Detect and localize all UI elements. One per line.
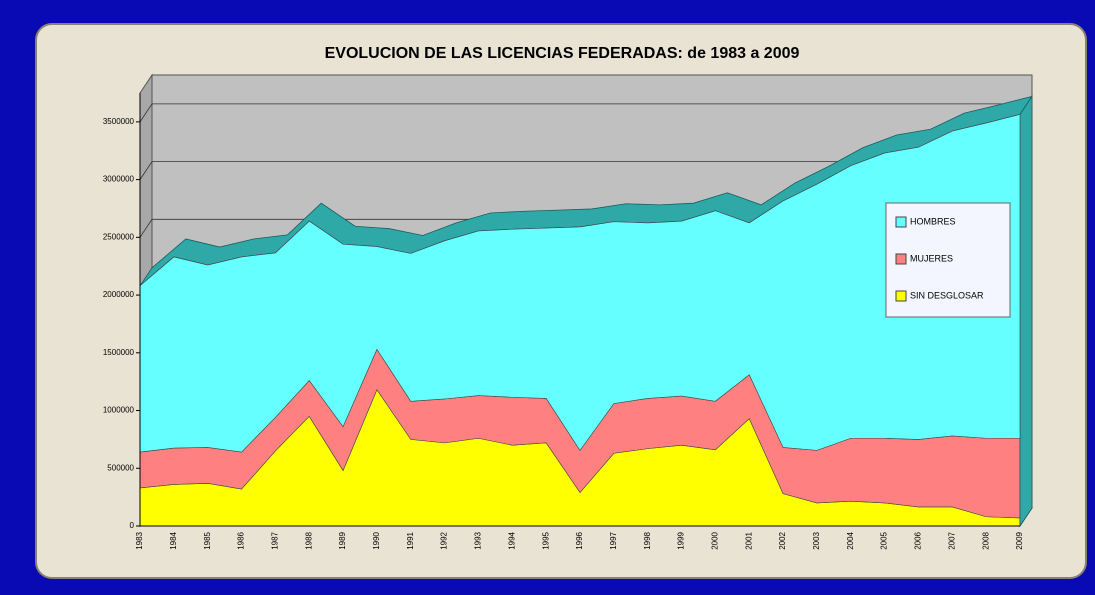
x-tick-label: 2008 (981, 531, 990, 549)
x-tick-label: 1989 (338, 531, 347, 549)
x-tick-label: 1999 (677, 531, 686, 549)
x-tick-label: 1997 (609, 531, 618, 549)
x-tick-label: 1996 (575, 531, 584, 549)
x-tick-label: 2002 (778, 531, 787, 549)
y-tick-label: 0 (130, 521, 135, 530)
grid-line (139, 161, 1032, 180)
x-tick-label: 1990 (372, 531, 381, 549)
x-tick-label: 1998 (643, 531, 652, 549)
x-tick-label: 2001 (744, 531, 753, 549)
x-tick-label: 2007 (947, 531, 956, 549)
y-tick-label: 2500000 (103, 232, 135, 241)
x-tick-label: 1993 (474, 531, 483, 549)
x-tick-label: 2005 (880, 531, 889, 549)
x-tick-label: 1983 (135, 531, 144, 549)
x-tick-label: 1984 (169, 531, 178, 549)
legend-label: HOMBRES (910, 216, 956, 226)
legend-swatch (895, 290, 907, 302)
chart-title: EVOLUCION DE LAS LICENCIAS FEDERADAS: de… (325, 45, 800, 62)
x-tick-label: 1985 (203, 531, 212, 549)
legend-box (885, 202, 1011, 318)
y-tick-label: 2000000 (103, 290, 135, 299)
legend-label: MUJERES (910, 253, 953, 263)
legend-swatch (895, 216, 907, 228)
x-tick-label: 2000 (710, 531, 719, 549)
grid-line (139, 103, 1032, 123)
legend-label: SIN DESGLOSAR (910, 290, 984, 300)
y-tick-label: 3000000 (103, 175, 135, 184)
legend-swatch (895, 253, 907, 265)
x-tick-label: 1988 (304, 531, 313, 549)
x-tick-label: 2003 (812, 531, 821, 549)
y-tick-label: 500000 (107, 463, 134, 472)
x-tick-label: 1987 (270, 531, 279, 549)
y-tick-label: 1000000 (103, 406, 135, 415)
area (139, 113, 1021, 453)
y-tick-label: 1500000 (103, 348, 135, 357)
x-tick-label: 2009 (1015, 531, 1024, 549)
x-tick-label: 1992 (440, 531, 449, 549)
x-tick-label: 1995 (541, 531, 550, 549)
y-tick-label: 3500000 (103, 117, 135, 126)
x-tick-label: 1994 (507, 531, 516, 549)
area-side (1019, 95, 1033, 528)
x-tick-label: 2004 (846, 531, 855, 549)
x-tick-label: 1986 (237, 531, 246, 549)
x-tick-label: 2006 (914, 531, 923, 549)
x-tick-label: 1991 (406, 531, 415, 549)
